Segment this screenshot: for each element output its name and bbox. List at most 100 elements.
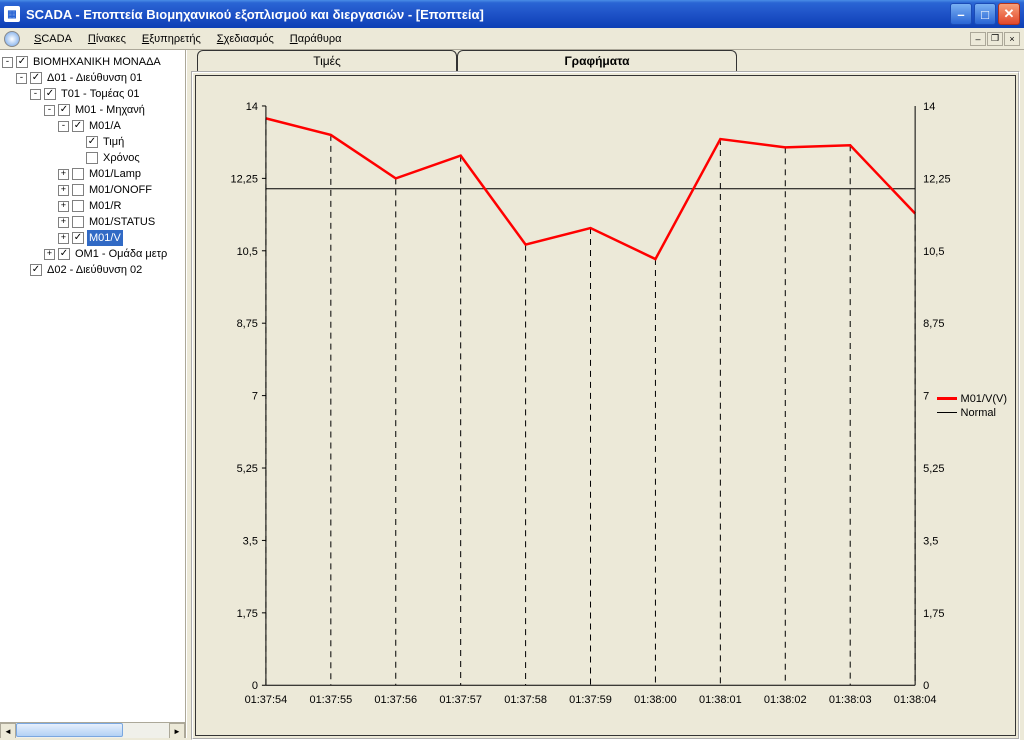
tree-row[interactable]: ✓Τιμή [2,134,183,150]
tree-row[interactable]: -✓T01 - Τομέας 01 [2,86,183,102]
close-button[interactable]: ✕ [998,3,1020,25]
tree-label[interactable]: OM1 - Ομάδα μετρ [73,246,169,262]
tree-row[interactable]: + M01/R [2,198,183,214]
tab-charts[interactable]: Γραφήματα [457,50,737,71]
tree-label[interactable]: M01 - Μηχανή [73,102,147,118]
svg-text:01:37:56: 01:37:56 [374,694,417,706]
tree-row[interactable]: +✓OM1 - Ομάδα μετρ [2,246,183,262]
tree-toggle[interactable]: + [58,233,69,244]
tree-toggle[interactable]: + [58,201,69,212]
tree-label[interactable]: Δ01 - Διεύθυνση 01 [45,70,144,86]
legend-series: M01/V(V) [937,393,1007,405]
scroll-left-button[interactable]: ◄ [0,723,16,738]
tree-row[interactable]: ✓Δ02 - Διεύθυνση 02 [2,262,183,278]
svg-text:14: 14 [246,101,258,113]
tree-label[interactable]: M01/Lamp [87,166,143,182]
tree-checkbox[interactable]: ✓ [16,56,28,68]
tree-checkbox[interactable]: ✓ [58,104,70,116]
mdi-close-button[interactable]: × [1004,32,1020,46]
tree-checkbox[interactable]: ✓ [30,264,42,276]
tree-toggle[interactable]: - [30,89,41,100]
tree-checkbox[interactable] [72,216,84,228]
tree-row[interactable]: +✓M01/V [2,230,183,246]
tree-toggle[interactable]: + [58,217,69,228]
svg-text:8,75: 8,75 [923,318,944,330]
tree-label[interactable]: Δ02 - Διεύθυνση 02 [45,262,144,278]
tree-view[interactable]: -✓ΒΙΟΜΗΧΑΝΙΚΗ ΜΟΝΑΔΑ-✓Δ01 - Διεύθυνση 01… [0,50,185,282]
legend-normal-label: Normal [961,407,996,419]
chart-frame: 001,751,753,53,55,255,25778,758,7510,510… [191,71,1020,740]
menu-item[interactable]: SCADA [26,30,80,48]
tree-checkbox[interactable]: ✓ [58,248,70,260]
tree-toggle[interactable]: - [58,121,69,132]
tree-panel: -✓ΒΙΟΜΗΧΑΝΙΚΗ ΜΟΝΑΔΑ-✓Δ01 - Διεύθυνση 01… [0,50,186,738]
tree-toggle[interactable]: - [16,73,27,84]
tree-toggle[interactable]: - [44,105,55,116]
tree-checkbox[interactable]: ✓ [72,232,84,244]
tree-checkbox[interactable] [86,152,98,164]
tree-checkbox[interactable]: ✓ [30,72,42,84]
svg-text:12,25: 12,25 [923,173,950,185]
svg-text:7: 7 [923,391,929,403]
tree-toggle[interactable]: + [44,249,55,260]
svg-text:3,5: 3,5 [923,535,938,547]
tree-label[interactable]: M01/STATUS [87,214,157,230]
tree-checkbox[interactable]: ✓ [86,136,98,148]
tree-row[interactable]: -✓Δ01 - Διεύθυνση 01 [2,70,183,86]
tree-row[interactable]: -✓M01/A [2,118,183,134]
window-title: SCADA - Εποπτεία Βιομηχανικού εξοπλισμού… [26,7,950,22]
tree-row[interactable]: Χρόνος [2,150,183,166]
svg-text:01:38:03: 01:38:03 [829,694,872,706]
menu-item[interactable]: Εξυπηρετής [134,30,209,48]
tree-checkbox[interactable]: ✓ [44,88,56,100]
window-titlebar: ▦ SCADA - Εποπτεία Βιομηχανικού εξοπλισμ… [0,0,1024,28]
mdi-minimize-button[interactable]: – [970,32,986,46]
svg-text:01:37:58: 01:37:58 [504,694,547,706]
tree-label[interactable]: ΒΙΟΜΗΧΑΝΙΚΗ ΜΟΝΑΔΑ [31,54,163,70]
svg-text:01:37:54: 01:37:54 [245,694,288,706]
chart-legend: M01/V(V) Normal [937,391,1007,421]
tree-checkbox[interactable] [72,168,84,180]
tree-label[interactable]: M01/R [87,198,123,214]
svg-text:12,25: 12,25 [230,173,257,185]
tab-values[interactable]: Τιμές [197,50,457,71]
svg-text:01:38:02: 01:38:02 [764,694,807,706]
tree-row[interactable]: -✓ΒΙΟΜΗΧΑΝΙΚΗ ΜΟΝΑΔΑ [2,54,183,70]
scroll-thumb[interactable] [16,723,123,737]
tree-toggle[interactable]: - [2,57,13,68]
tree-row[interactable]: -✓M01 - Μηχανή [2,102,183,118]
scroll-track[interactable] [16,723,169,738]
tree-checkbox[interactable] [72,200,84,212]
svg-text:01:37:59: 01:37:59 [569,694,612,706]
menu-item[interactable]: Πίνακες [80,30,134,48]
mdi-restore-button[interactable]: ❐ [987,32,1003,46]
tree-label[interactable]: M01/A [87,118,123,134]
menu-bar: SCADAΠίνακεςΕξυπηρετήςΣχεδιασμόςΠαράθυρα… [0,28,1024,50]
legend-normal-swatch [937,412,957,413]
menu-item[interactable]: Σχεδιασμός [209,30,282,48]
chart-area: 001,751,753,53,55,255,25778,758,7510,510… [195,75,1016,736]
minimize-button[interactable]: – [950,3,972,25]
tree-checkbox[interactable]: ✓ [72,120,84,132]
tree-label[interactable]: T01 - Τομέας 01 [59,86,142,102]
tree-label[interactable]: Τιμή [101,134,126,150]
app-icon: ▦ [4,6,20,22]
chart-panel: Τιμές Γραφήματα 001,751,753,53,55,255,25… [186,50,1024,738]
tree-checkbox[interactable] [72,184,84,196]
svg-text:10,5: 10,5 [237,246,258,258]
tree-row[interactable]: + M01/STATUS [2,214,183,230]
tree-label[interactable]: Χρόνος [101,150,142,166]
menu-item[interactable]: Παράθυρα [282,30,350,48]
tree-label[interactable]: M01/ONOFF [87,182,154,198]
tree-row[interactable]: + M01/Lamp [2,166,183,182]
tree-label[interactable]: M01/V [87,230,123,246]
maximize-button[interactable]: □ [974,3,996,25]
svg-text:5,25: 5,25 [237,463,258,475]
tree-toggle[interactable]: + [58,185,69,196]
tree-toggle[interactable]: + [58,169,69,180]
svg-text:01:38:04: 01:38:04 [894,694,937,706]
scroll-right-button[interactable]: ► [169,723,185,738]
svg-text:5,25: 5,25 [923,463,944,475]
horizontal-scrollbar[interactable]: ◄ ► [0,722,185,738]
tree-row[interactable]: + M01/ONOFF [2,182,183,198]
